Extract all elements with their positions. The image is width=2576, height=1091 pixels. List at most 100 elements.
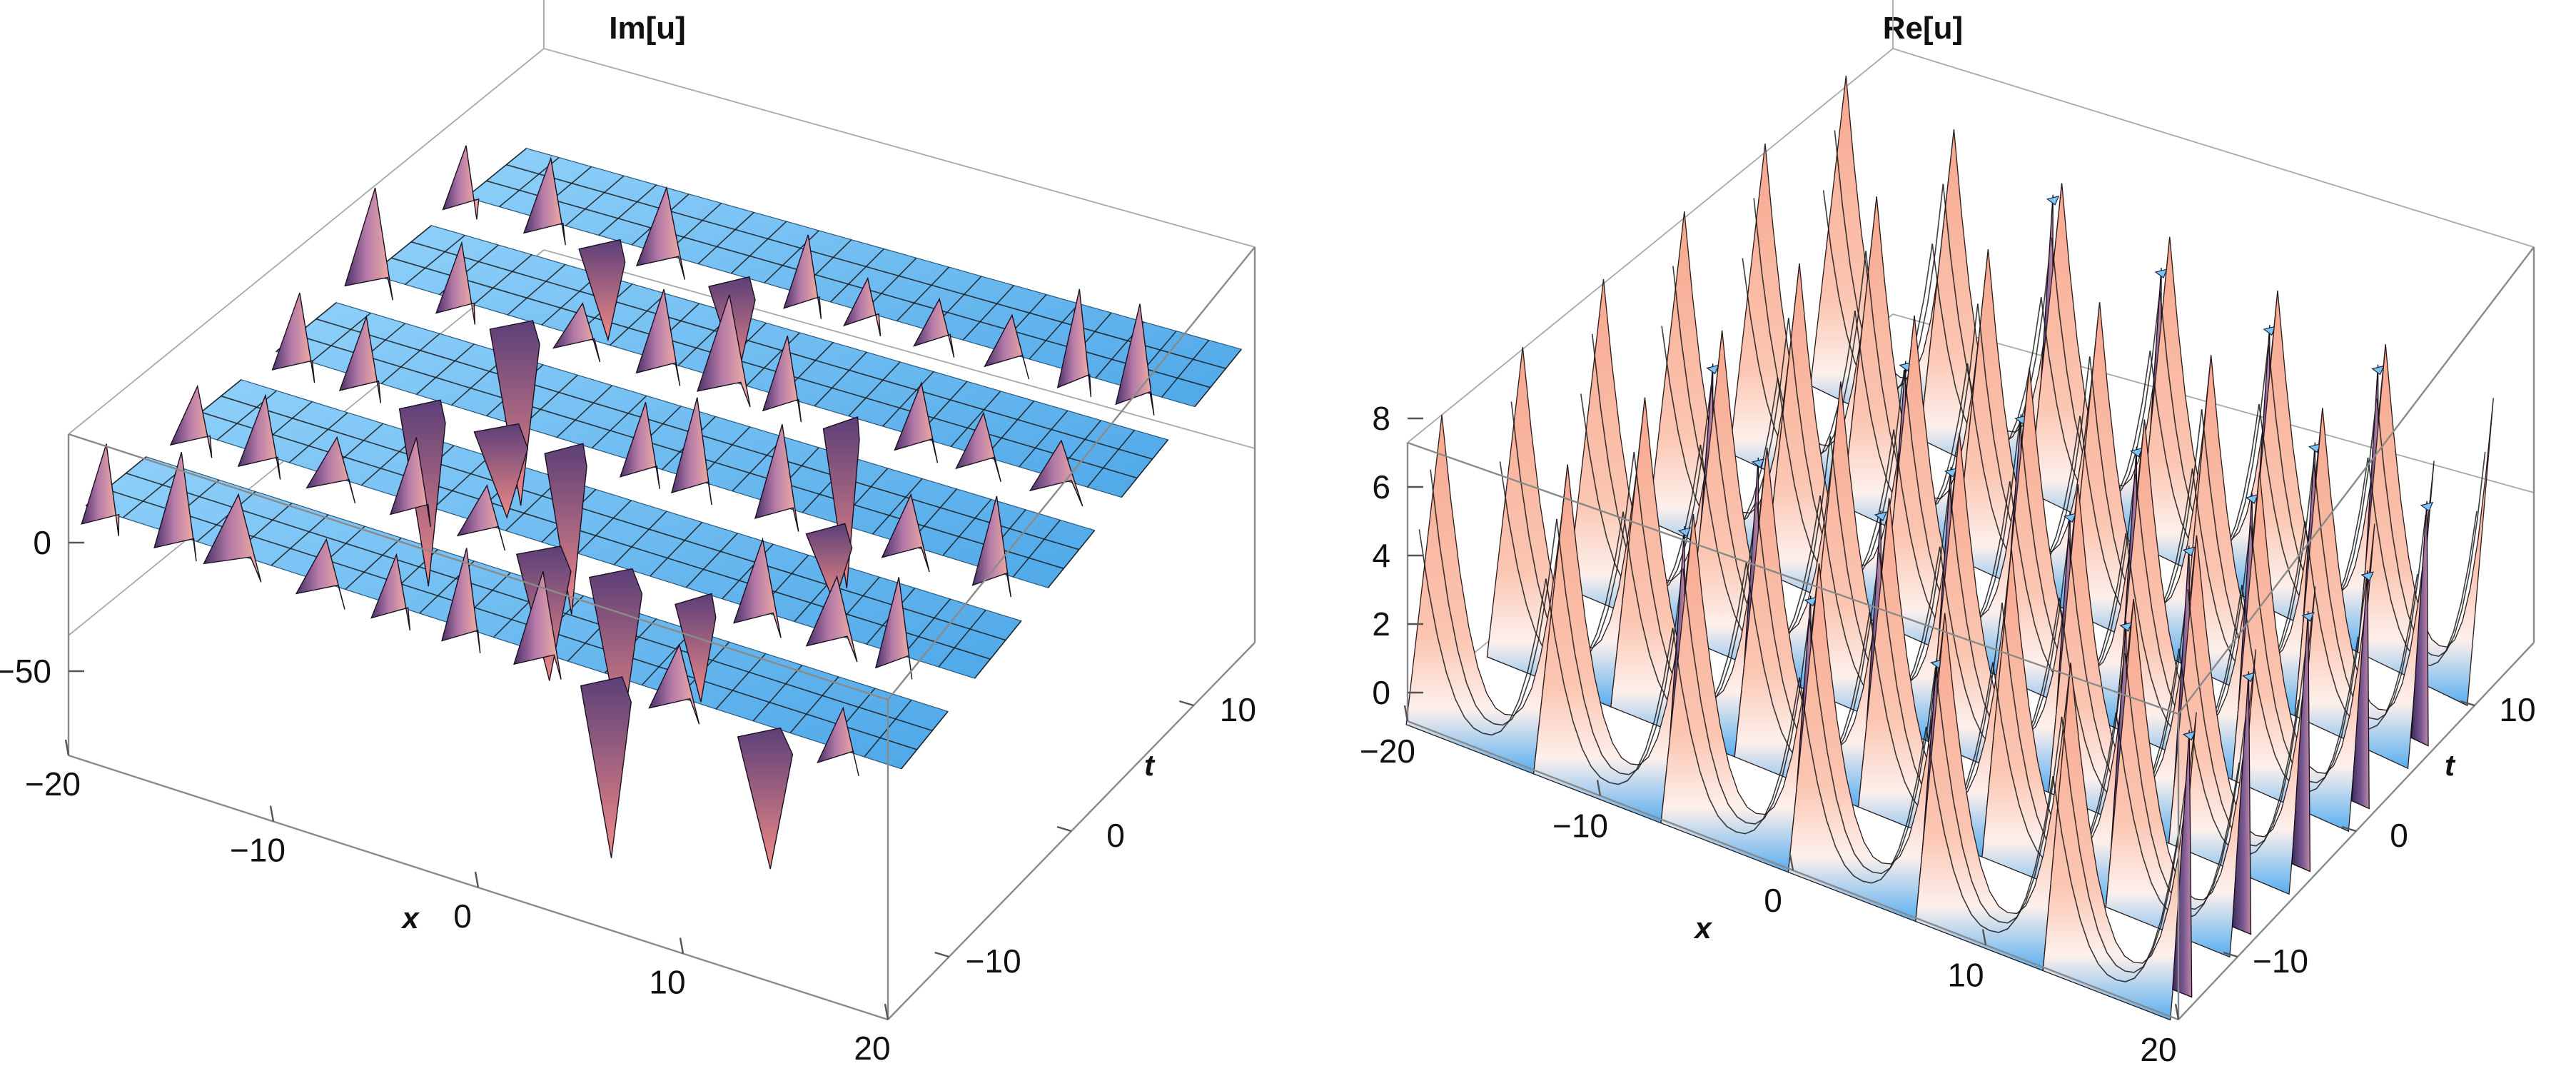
im-spike-positive [1029,439,1084,507]
im-mesh-line [962,285,1015,341]
re-axes: −20 −10 0 10 20 x −10 0 10 t 0 2 4 6 8 [1360,400,2536,1068]
re-spike [2231,671,2252,935]
im-spike-positive [203,493,262,583]
re-mesh-line [1545,578,1674,785]
re-x-tick-label: −10 [1552,808,1608,845]
im-x-tick-label: −20 [25,765,81,803]
im-spike-positive [1115,303,1155,416]
re-clip-cap [1677,527,1692,538]
im-mesh-line [715,653,767,710]
re-clip-cap [1804,596,1817,607]
im-spike-positive [522,156,566,246]
im-spike-positive [874,577,913,680]
re-spike [2350,570,2370,810]
im-spike-positive [635,288,681,386]
re-clip-cap [2245,494,2259,504]
im-mesh-line [556,385,613,438]
im-mesh-line [1194,348,1242,408]
re-t-tick [2460,700,2475,707]
im-spike-positive [552,302,601,363]
im-mesh-line [938,609,986,668]
im-spike-positive [344,187,393,301]
im-x-tick [884,1003,889,1020]
im-x-tick [64,739,70,756]
im-mesh-line [465,148,527,198]
im-mesh-line [405,234,465,286]
im-spike-positive [881,493,930,573]
im-spike-positive [442,145,480,220]
im-spike-positive [338,315,381,403]
re-x-tick-label: 10 [1947,957,1984,994]
im-mesh-line [882,371,934,427]
im-spike-negative [675,593,717,703]
im-mesh-line [433,456,490,509]
im-spike-negative [580,676,632,858]
im-mesh-line [410,241,1153,460]
re-t-tick [2341,825,2357,833]
im-mesh-line [789,676,839,734]
re-clip-cap [2046,195,2060,206]
re-mesh-line [1430,469,1557,726]
im-x-tick [474,871,480,888]
im-t-tick-label: −10 [966,942,1021,980]
re-clip-cap [2301,612,2315,622]
im-mesh-line [577,500,632,554]
im-t-axis-label: t [1144,748,1156,782]
im-spike-positive [817,706,859,776]
im-spike-positive [894,381,939,463]
im-spike-negative [473,423,529,519]
re-mesh-line [1925,726,2054,933]
im-chart-title: Im[u] [609,11,686,46]
im-spike-positive [81,443,120,536]
im-mesh-line [296,334,1064,570]
im-spike-positive [435,241,476,325]
im-spike-positive [1056,288,1092,398]
im-spike-positive [984,313,1030,380]
re-x-tick [1789,854,1794,871]
re-mesh-line [1556,518,1684,775]
im-surface-spikes [81,145,1155,870]
re-mesh-line [1809,618,1936,875]
im-spike-positive [971,496,1011,598]
re-clip-cap [1751,458,1765,468]
re-clip-cap [1706,364,1719,375]
im-spike-positive [805,575,858,663]
re-x-tick [1596,780,1602,796]
im-mesh-line [288,412,348,463]
re-mesh-line [1799,677,1927,884]
im-mesh-line [271,514,329,566]
im-x-tick-label: 20 [854,1030,890,1067]
im-spike-positive [648,643,700,725]
im-mesh-line [848,361,901,417]
im-mesh-line [473,254,532,306]
im-plateau-strip [370,225,1169,498]
im-spike-positive [619,402,660,489]
im-mesh-line [730,221,787,274]
im-spike-positive [153,452,197,562]
re-mesh-line [2052,775,2181,982]
im-u-panel: Im[u] −20 −10 0 10 20 x −10 0 10 t 0 −50 [0,0,1256,1067]
re-spike [2291,610,2311,873]
im-spike-positive [513,570,562,680]
im-t-tick-label: 0 [1106,817,1125,854]
re-mesh-line [2313,462,2427,720]
re-mesh-line [1934,667,2063,924]
re-t-tick [2223,951,2238,958]
re-mesh-line [1418,529,1547,736]
re-x-axis-label: x [1693,911,1712,945]
im-spike-positive [913,297,955,358]
im-mesh-line [609,293,667,346]
im-mesh-line [942,498,992,556]
im-spike-negative [578,238,626,342]
im-spike-positive [697,294,751,408]
re-x-tick-label: 0 [1764,882,1782,919]
im-x-tick-label: 0 [453,898,472,935]
im-spike-negative [737,727,794,870]
im-mesh-line [984,400,1035,458]
im-x-tick-label: −10 [230,832,286,869]
re-x-tick [2174,1003,2180,1020]
im-spike-positive [733,537,782,638]
im-mesh-line [613,511,667,565]
im-mesh-line [380,333,440,384]
im-mesh-line [1012,519,1061,578]
